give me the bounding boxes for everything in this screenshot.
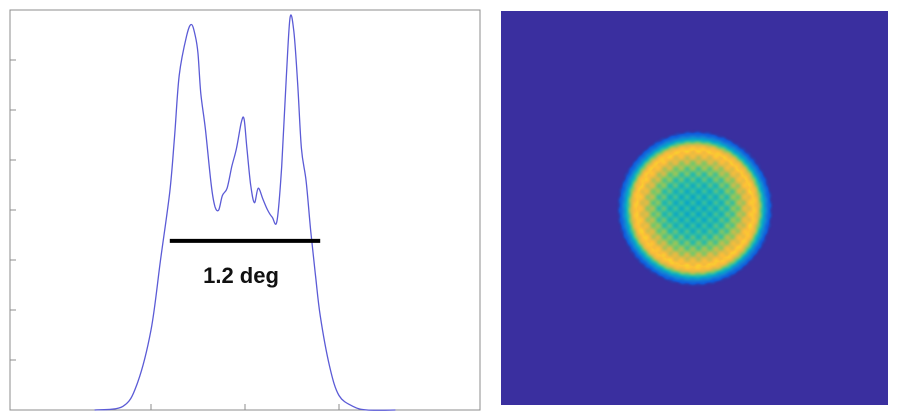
profile-plot: 1.2 deg (9, 9, 481, 411)
intensity-map (501, 11, 888, 405)
width-label: 1.2 deg (203, 263, 279, 288)
y-ticks (10, 59, 16, 411)
profile-line (94, 14, 396, 411)
plot-frame (9, 9, 481, 411)
x-ticks (150, 404, 340, 410)
